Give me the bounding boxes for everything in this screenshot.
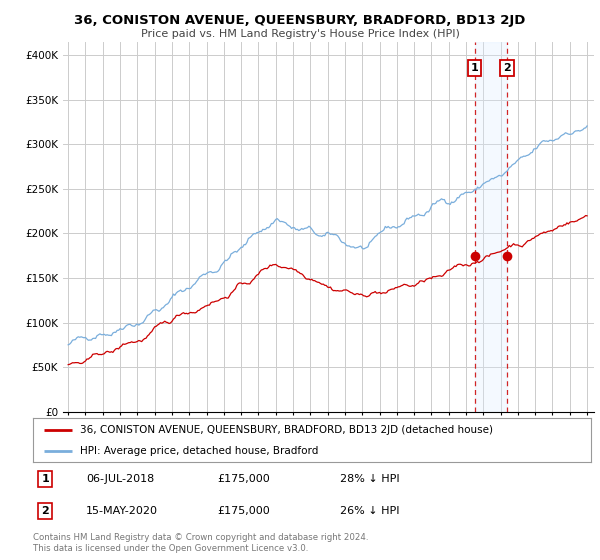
Text: 36, CONISTON AVENUE, QUEENSBURY, BRADFORD, BD13 2JD: 36, CONISTON AVENUE, QUEENSBURY, BRADFOR… bbox=[74, 14, 526, 27]
Text: HPI: Average price, detached house, Bradford: HPI: Average price, detached house, Brad… bbox=[80, 446, 319, 456]
Bar bbox=[475, 42, 507, 412]
Text: 1: 1 bbox=[41, 474, 49, 484]
Text: 06-JUL-2018: 06-JUL-2018 bbox=[86, 474, 154, 484]
Text: 15-MAY-2020: 15-MAY-2020 bbox=[86, 506, 158, 516]
Text: 2: 2 bbox=[503, 63, 511, 73]
Text: 26% ↓ HPI: 26% ↓ HPI bbox=[340, 506, 400, 516]
Text: Contains HM Land Registry data © Crown copyright and database right 2024.
This d: Contains HM Land Registry data © Crown c… bbox=[33, 533, 368, 553]
Text: Price paid vs. HM Land Registry's House Price Index (HPI): Price paid vs. HM Land Registry's House … bbox=[140, 29, 460, 39]
Text: 36, CONISTON AVENUE, QUEENSBURY, BRADFORD, BD13 2JD (detached house): 36, CONISTON AVENUE, QUEENSBURY, BRADFOR… bbox=[80, 425, 493, 435]
Text: £175,000: £175,000 bbox=[217, 474, 270, 484]
Text: 28% ↓ HPI: 28% ↓ HPI bbox=[340, 474, 400, 484]
Text: £175,000: £175,000 bbox=[217, 506, 270, 516]
Text: 2: 2 bbox=[41, 506, 49, 516]
Text: 1: 1 bbox=[471, 63, 479, 73]
